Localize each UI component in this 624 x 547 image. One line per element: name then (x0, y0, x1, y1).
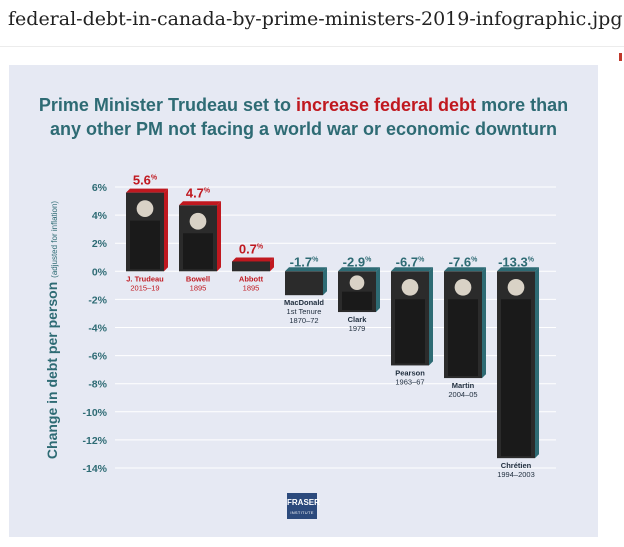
category-name: Chrétien (501, 461, 532, 470)
bar-side (270, 257, 274, 272)
bar-chart: 6% 4% 2% 0% -2% -4% -6% -8% -10% -12% -14% Change i… (44, 173, 556, 479)
category-years: 1895 (190, 283, 207, 292)
y-tick-label: -2% (88, 294, 107, 306)
bar-top (497, 267, 539, 272)
portrait-suit (448, 299, 478, 377)
category-name: Abbott (239, 274, 264, 283)
portrait-suit (342, 291, 372, 311)
y-tick-label: -10% (82, 407, 107, 419)
y-tick-label: -4% (88, 323, 107, 335)
fraser-institute-logo: FRASER INSTITUTE (287, 493, 320, 519)
y-tick-label: -12% (82, 435, 107, 447)
portrait-face (401, 278, 419, 296)
bar-side (164, 188, 168, 272)
title-line2: any other PM not facing a world war or e… (49, 119, 558, 139)
category-name: J. Trudeau (126, 274, 164, 283)
value-unit: % (365, 256, 372, 263)
portrait-face (189, 212, 207, 230)
y-tick-label: -14% (82, 463, 107, 475)
bar-top (338, 267, 380, 272)
value-label: -2.9% (343, 254, 372, 269)
bar-top (232, 257, 274, 262)
value-number: -2.9 (343, 254, 365, 269)
bar-top (444, 267, 486, 272)
category-name: Bowell (186, 274, 210, 283)
portrait-suit (183, 233, 213, 270)
category-years: 2015–19 (130, 283, 159, 292)
portrait-suit (130, 220, 160, 270)
logo-main: FRASER (287, 498, 320, 507)
value-unit: % (418, 256, 425, 263)
value-unit: % (312, 256, 319, 263)
value-number: 0.7 (239, 241, 257, 256)
category-years: 1963–67 (395, 377, 424, 386)
bar (232, 261, 270, 272)
logo-sub: INSTITUTE (290, 510, 314, 515)
portrait-suit (501, 299, 531, 457)
bar-top (285, 267, 327, 272)
bar-side (217, 201, 221, 272)
value-number: 5.6 (133, 173, 151, 188)
category-sub: 1st Tenure (287, 307, 322, 316)
value-number: 4.7 (186, 185, 204, 200)
bar-side (429, 267, 433, 366)
category-years: 2004–05 (448, 390, 477, 399)
value-unit: % (204, 187, 211, 194)
value-number: -7.6 (449, 254, 471, 269)
y-axis-label: Change in debt per person (adjusted for … (44, 201, 60, 460)
y-axis-title: Change in debt per person (44, 278, 60, 459)
title-highlight: increase federal debt (295, 95, 477, 115)
portrait-face (507, 278, 525, 296)
portrait-face (136, 200, 154, 217)
value-label: -1.7% (290, 254, 319, 269)
category-name: Clark (348, 315, 368, 324)
value-number: -13.3 (498, 254, 528, 269)
value-number: -6.7 (396, 254, 418, 269)
value-label: 4.7% (186, 185, 211, 200)
y-tick-label: 0% (92, 266, 108, 278)
bar-top (126, 188, 168, 193)
value-unit: % (528, 256, 535, 263)
category-years: 1870–72 (289, 316, 318, 325)
bar-side (376, 267, 380, 313)
bar (285, 271, 323, 296)
value-label: -6.7% (396, 254, 425, 269)
category-name: Martin (452, 381, 475, 390)
title-prefix: Prime Minister Trudeau set to (38, 95, 296, 115)
portrait-face (454, 278, 472, 296)
value-label: 0.7% (239, 241, 264, 256)
value-label: 5.6% (133, 173, 158, 188)
bar-top (179, 201, 221, 206)
y-axis-subtitle: (adjusted for inflation) (50, 201, 59, 278)
y-tick-label: -6% (88, 351, 107, 363)
bar-side (323, 267, 327, 296)
edge-marker (619, 53, 622, 61)
y-tick-label: 2% (92, 238, 108, 250)
y-tick-label: 4% (92, 210, 108, 222)
infographic-title: Prime Minister Trudeau set to increase f… (9, 93, 598, 141)
category-years: 1979 (349, 324, 366, 333)
value-number: -1.7 (290, 254, 312, 269)
category-years: 1994–2003 (497, 470, 535, 479)
infographic-panel: Prime Minister Trudeau set to increase f… (9, 65, 598, 537)
value-unit: % (471, 256, 478, 263)
portrait-suit (395, 299, 425, 364)
bar-side (535, 267, 539, 459)
value-label: -13.3% (498, 254, 535, 269)
bar-top (391, 267, 433, 272)
category-years: 1895 (243, 283, 260, 292)
category-name: MacDonald (284, 298, 324, 307)
value-label: -7.6% (449, 254, 478, 269)
value-unit: % (151, 175, 158, 182)
image-filename: federal-debt-in-canada-by-prime-minister… (8, 8, 623, 30)
category-name: Pearson (395, 368, 425, 377)
title-suffix: more than (476, 95, 569, 115)
divider (0, 46, 624, 47)
value-unit: % (257, 243, 264, 250)
portrait-face (349, 275, 365, 291)
y-tick-label: 6% (92, 182, 108, 194)
y-tick-label: -8% (88, 379, 107, 391)
bar-side (482, 267, 486, 379)
